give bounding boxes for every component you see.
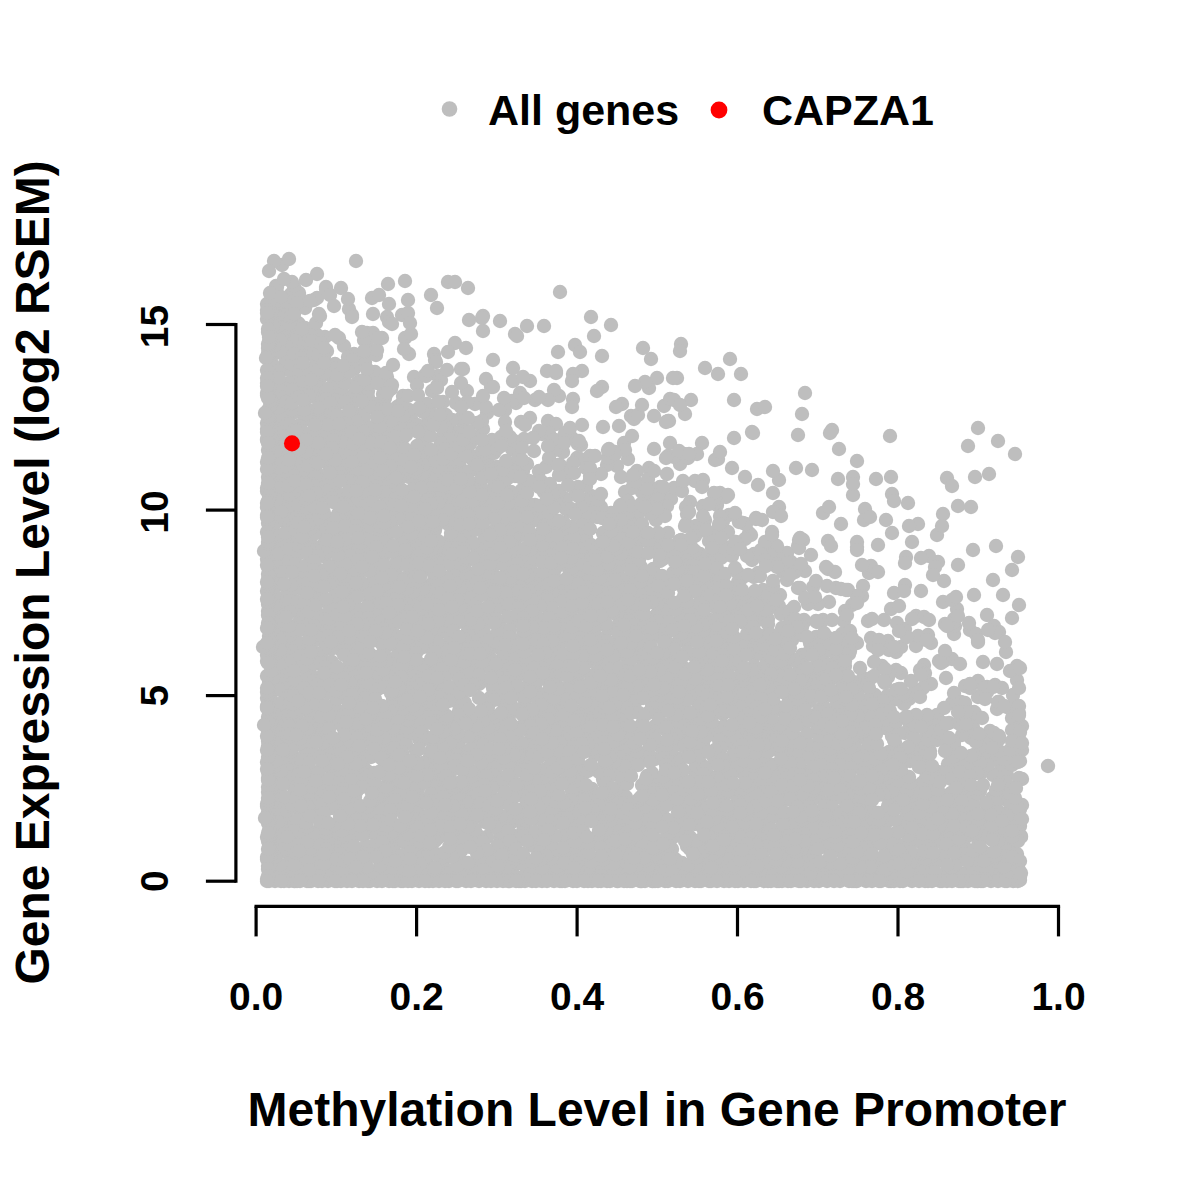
svg-text:15: 15 xyxy=(133,305,176,348)
svg-text:Gene Expression Level (log2 RS: Gene Expression Level (log2 RSEM) xyxy=(6,160,59,984)
svg-text:1.0: 1.0 xyxy=(1031,975,1085,1018)
svg-text:Methylation Level in Gene Prom: Methylation Level in Gene Promoter xyxy=(248,1083,1067,1136)
svg-text:10: 10 xyxy=(133,490,176,533)
svg-text:0.2: 0.2 xyxy=(389,975,443,1018)
svg-text:0.4: 0.4 xyxy=(550,975,605,1018)
svg-text:All genes: All genes xyxy=(488,86,679,134)
svg-text:0: 0 xyxy=(133,870,176,892)
svg-text:5: 5 xyxy=(133,685,176,707)
svg-text:CAPZA1: CAPZA1 xyxy=(762,86,934,134)
svg-text:0.0: 0.0 xyxy=(229,975,283,1018)
svg-text:0.8: 0.8 xyxy=(871,975,925,1018)
svg-text:0.6: 0.6 xyxy=(710,975,764,1018)
